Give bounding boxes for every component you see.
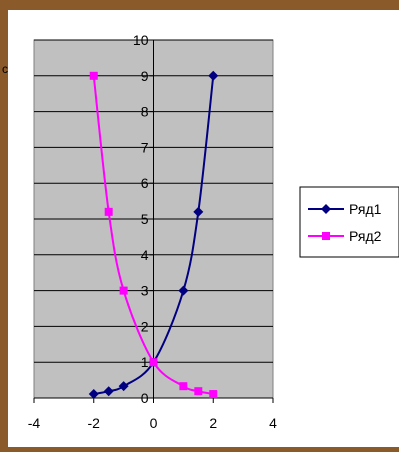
series-2-point [209,390,218,399]
series-1-point [208,70,219,81]
y-tick-label: 4 [141,247,149,263]
series-2-point [104,207,113,216]
series-2-point [194,387,203,396]
y-tick-label: 0 [141,390,149,406]
legend-box [299,186,399,258]
series-1-point [118,381,129,392]
y-tick-label: 7 [141,139,149,155]
series-2-point [149,358,158,367]
y-tick-label: 6 [141,175,149,191]
legend-marker-1 [321,204,331,214]
legend-label-2: Ряд2 [349,228,382,244]
y-tick-label: 2 [141,318,149,334]
series-2-point [89,71,98,80]
x-tick-label: 2 [209,415,217,431]
x-tick-label: 4 [269,415,277,431]
series-2-point [179,382,188,391]
y-tick-label: 9 [141,68,149,84]
x-tick-label: 0 [150,415,158,431]
series-1-point [103,386,114,397]
y-tick-label: 8 [141,104,149,120]
x-tick-label: -2 [88,415,101,431]
y-tick-label: 10 [133,32,149,48]
frame-border-bottom [0,447,399,452]
y-tick-label: 5 [141,211,149,227]
chart-panel: c 0 1 2 3 4 5 6 7 8 9 10 -4 -2 0 2 4 Ряд1 Ряд2 [2,10,399,447]
y-tick-label: 3 [141,283,149,299]
series-1-point [193,206,204,217]
series-1-point [178,285,189,296]
series-2-point [119,286,128,295]
x-tick-label: -4 [28,415,41,431]
series-1-point [88,389,99,400]
y-tick-label: 1 [141,354,149,370]
legend-marker-2 [322,232,330,240]
edge-letter: c [2,62,8,76]
legend-label-1: Ряд1 [349,201,382,217]
chart: 0 1 2 3 4 5 6 7 8 9 10 -4 -2 0 2 4 Ряд1 Ряд2 [28,32,399,431]
